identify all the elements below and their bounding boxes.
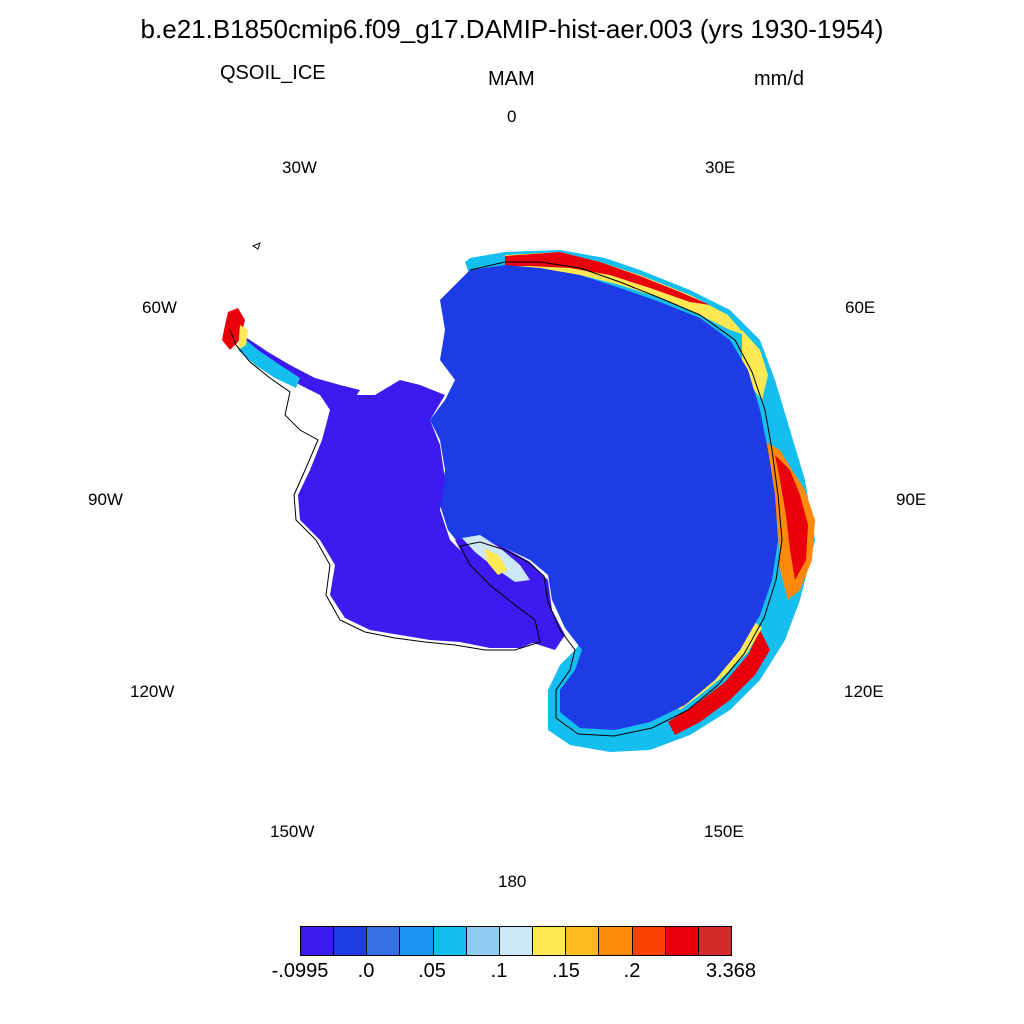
coast-band-red-north <box>505 252 710 305</box>
lon-label-60w: 60W <box>142 298 177 317</box>
lon-label-30e: 30E <box>705 158 736 177</box>
colorbar-box <box>532 926 567 956</box>
colorbar-label: .15 <box>552 960 580 982</box>
ross-ice-shelf <box>455 536 565 650</box>
season-label: MAM <box>488 68 535 90</box>
coast-band-red-southeast <box>668 630 770 735</box>
east-antarctica <box>430 265 778 730</box>
colorbar-label-max: 3.368 <box>705 960 757 982</box>
colorbar-box <box>498 926 534 956</box>
coast-band-red-east <box>775 455 808 580</box>
peninsula-tip-yellow <box>238 325 248 350</box>
colorbar-box <box>664 926 699 956</box>
colorbar-box <box>366 926 401 956</box>
lon-label-60e: 60E <box>845 298 876 317</box>
colorbar-box <box>300 926 335 956</box>
lon-label-120e: 120E <box>844 682 884 701</box>
lon-label-150e: 150E <box>704 822 744 841</box>
plot-title: b.e21.B1850cmip6.f09_g17.DAMIP-hist-aer.… <box>140 14 884 44</box>
lon-label-90e: 90E <box>896 490 927 509</box>
lon-label-0: 0 <box>507 107 517 126</box>
colorbar-label-min: -.0995 <box>271 960 329 982</box>
colorbar-box <box>465 926 500 956</box>
coastline <box>229 261 783 737</box>
units-label: mm/d <box>754 68 804 90</box>
lon-label-120w: 120W <box>130 682 175 701</box>
variable-name: QSOIL_ICE <box>220 62 326 84</box>
colorbar-box <box>333 926 368 956</box>
colorbar-box <box>631 926 666 956</box>
colorbar <box>300 926 733 956</box>
west-antarctica <box>298 380 540 648</box>
colorbar-box <box>697 926 733 956</box>
peninsula-light-band <box>238 335 300 388</box>
coast-band-yellow-northeast <box>742 330 768 400</box>
colorbar-label: .1 <box>490 960 508 982</box>
lon-label-90w: 90W <box>88 490 123 509</box>
colorbar-box <box>598 926 633 956</box>
lon-label-180: 180 <box>498 872 527 891</box>
transantarctic-yellow <box>484 548 508 575</box>
lon-label-150w: 150W <box>270 822 315 841</box>
colorbar-box <box>399 926 434 956</box>
colorbar-label: .0 <box>357 960 375 982</box>
lon-label-30w: 30W <box>282 158 317 177</box>
antarctic-peninsula <box>238 332 360 410</box>
small-island <box>251 242 261 250</box>
colorbar-box <box>432 926 467 956</box>
colorbar-label: .2 <box>623 960 641 982</box>
colorbar-label: .05 <box>418 960 446 982</box>
colorbar-box <box>565 926 600 956</box>
